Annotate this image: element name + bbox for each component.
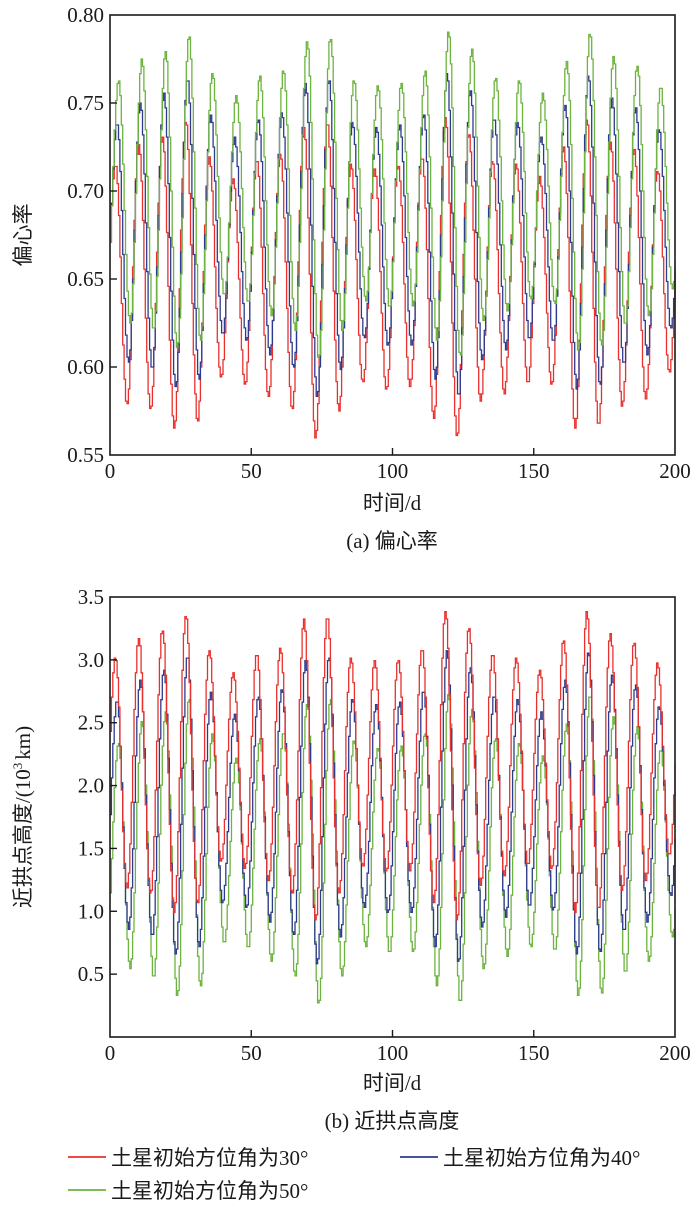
legend-item-30deg: 土星初始方位角为30° bbox=[68, 1146, 308, 1170]
eccentricity-x-axis-title: 时间/d bbox=[363, 491, 422, 515]
legend-label-50deg: 土星初始方位角为50° bbox=[111, 1179, 308, 1203]
y-title-superscript: 3 bbox=[10, 763, 25, 770]
periapsis-altitude-x-tick-label: 0 bbox=[105, 1041, 116, 1065]
periapsis-altitude-x-tick-label: 200 bbox=[659, 1041, 691, 1065]
legend: 土星初始方位角为30° 土星初始方位角为40° 土星初始方位角为50° bbox=[68, 1146, 640, 1203]
eccentricity-series-line-2 bbox=[110, 31, 676, 358]
legend-label-30deg: 土星初始方位角为30° bbox=[111, 1146, 308, 1170]
legend-label-40deg: 土星初始方位角为40° bbox=[443, 1146, 640, 1170]
eccentricity-y-tick-label: 0.80 bbox=[67, 3, 104, 27]
periapsis-altitude-x-tick-label: 100 bbox=[377, 1041, 409, 1065]
periapsis-altitude-series-line-2 bbox=[110, 694, 676, 1004]
periapsis-altitude-x-tick-label: 50 bbox=[241, 1041, 262, 1065]
eccentricity-series-group bbox=[110, 31, 676, 439]
periapsis-altitude-y-axis-title: 近拱点高度/(103 km) bbox=[10, 726, 35, 908]
periapsis-altitude-y-tick-label: 0.5 bbox=[78, 962, 104, 986]
eccentricity-y-ticks: 0.55 0.60 0.65 0.70 0.75 0.80 bbox=[67, 3, 117, 467]
y-title-unit: km) bbox=[11, 726, 35, 760]
eccentricity-y-tick-label: 0.75 bbox=[67, 91, 104, 115]
eccentricity-x-tick-label: 0 bbox=[105, 459, 116, 483]
periapsis-altitude-y-tick-label: 2.0 bbox=[78, 774, 104, 798]
eccentricity-x-tick-label: 50 bbox=[241, 459, 262, 483]
eccentricity-x-tick-label: 200 bbox=[659, 459, 691, 483]
y-title-main: 近拱点高度/(10 bbox=[11, 769, 35, 908]
periapsis-altitude-x-axis-title: 时间/d bbox=[363, 1071, 422, 1095]
eccentricity-y-axis-title: 偏心率 bbox=[11, 204, 35, 267]
periapsis-altitude-y-tick-label: 3.5 bbox=[78, 585, 104, 609]
eccentricity-caption: (a) 偏心率 bbox=[346, 529, 438, 553]
periapsis-altitude-y-tick-label: 1.0 bbox=[78, 899, 104, 923]
periapsis-altitude-chart: 0 50 100 150 200 0.51.01.52.02.53.03.5 时间/d … bbox=[10, 585, 691, 1133]
legend-item-40deg: 土星初始方位角为40° bbox=[400, 1146, 640, 1170]
periapsis-altitude-y-tick-label: 3.0 bbox=[78, 648, 104, 672]
eccentricity-y-tick-label: 0.60 bbox=[67, 355, 104, 379]
eccentricity-series-line-1 bbox=[110, 72, 676, 398]
periapsis-altitude-series-line-0 bbox=[110, 611, 676, 921]
periapsis-altitude-x-ticks: 0 50 100 150 200 bbox=[105, 1030, 691, 1065]
periapsis-altitude-series-line-1 bbox=[110, 650, 676, 965]
eccentricity-x-ticks: 0 50 100 150 200 bbox=[105, 448, 691, 483]
eccentricity-y-tick-label: 0.55 bbox=[67, 443, 104, 467]
periapsis-altitude-y-ticks: 0.5 1.0 1.5 2.0 2.5 3.0 3.5 bbox=[78, 585, 117, 986]
eccentricity-chart: 0 50 100 150 200 0.55 0.60 0.65 0.70 0.75 0.80 时间… bbox=[11, 3, 691, 553]
eccentricity-x-tick-label: 150 bbox=[518, 459, 550, 483]
eccentricity-x-tick-label: 100 bbox=[377, 459, 409, 483]
periapsis-altitude-caption: (b) 近拱点高度 bbox=[325, 1109, 460, 1133]
legend-item-50deg: 土星初始方位角为50° bbox=[68, 1179, 308, 1203]
periapsis-altitude-y-tick-label: 2.5 bbox=[78, 711, 104, 735]
eccentricity-y-tick-label: 0.65 bbox=[67, 267, 104, 291]
eccentricity-y-tick-label: 0.70 bbox=[67, 179, 104, 203]
periapsis-altitude-x-tick-label: 150 bbox=[518, 1041, 550, 1065]
periapsis-altitude-series-group bbox=[110, 611, 676, 1004]
periapsis-altitude-y-tick-label: 1.5 bbox=[78, 836, 104, 860]
